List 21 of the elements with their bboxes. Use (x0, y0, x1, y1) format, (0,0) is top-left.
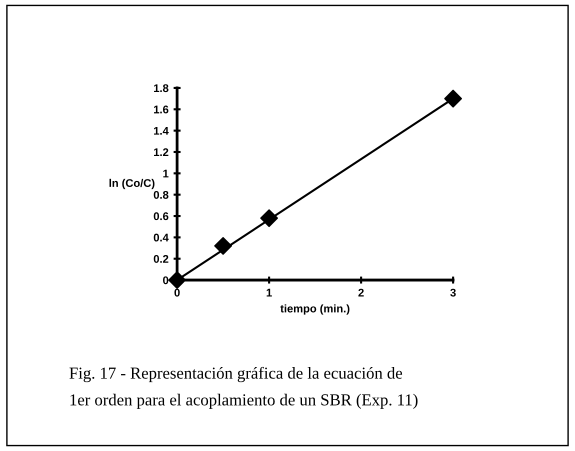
x-tick-label: 0 (174, 288, 180, 297)
point (260, 209, 278, 228)
y-tick-label: 1 (163, 170, 168, 178)
point (444, 90, 462, 108)
x-tick-label: 1 (266, 288, 272, 296)
x-tick-label: 3 (450, 288, 456, 297)
y-tick-label: 1.2 (154, 148, 168, 156)
y-tick-label: 1.4 (154, 127, 169, 135)
y-tick-label: 1.6 (154, 106, 168, 114)
caption: Fig. 17 - Representación gráfica de la ecuación de 1er orden para el acoplamiento de un SBR (Exp. 11) (69, 366, 418, 409)
point (214, 237, 232, 255)
y-tick-label: 0.4 (154, 234, 169, 242)
y-tick-label: 0.6 (154, 212, 168, 220)
x-axis-title: tiempo (min.) (280, 304, 350, 315)
x-tick-label: 2 (358, 288, 364, 296)
y-tick-label: 0.2 (154, 254, 168, 263)
y-tick-label: 1.8 (154, 84, 168, 92)
y-axis-title: ln (Co/C) (110, 178, 154, 190)
point (168, 271, 186, 289)
y-tick-label: 0.8 (154, 190, 168, 199)
y-tick-label: 0 (163, 276, 168, 284)
